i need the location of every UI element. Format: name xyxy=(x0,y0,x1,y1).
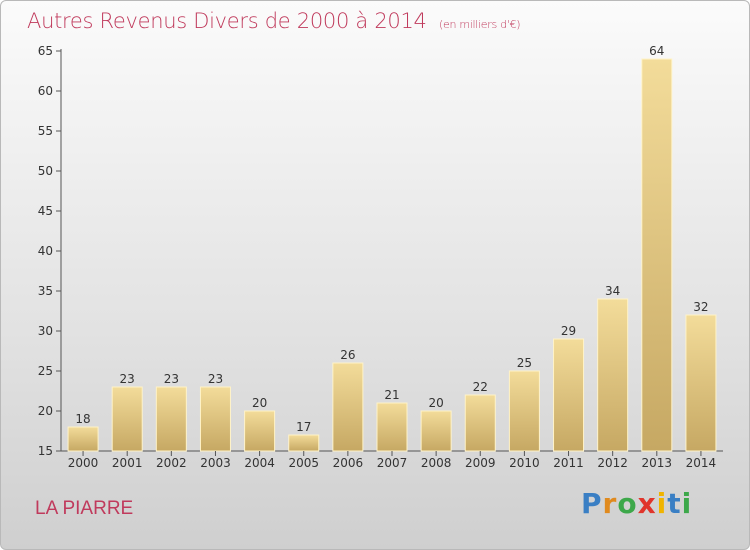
x-tick-label: 2010 xyxy=(509,456,540,470)
bar-value-label: 34 xyxy=(605,284,620,298)
y-tick-label: 60 xyxy=(38,84,53,98)
bar xyxy=(199,386,231,452)
y-tick-label: 20 xyxy=(38,404,53,418)
y-tick-label: 65 xyxy=(38,44,53,58)
location-label: LA PIARRE xyxy=(35,498,134,519)
bar-value-label: 32 xyxy=(693,300,708,314)
brand-letter: P xyxy=(581,487,603,520)
y-tick-label: 35 xyxy=(38,284,53,298)
bar-value-label: 18 xyxy=(75,412,90,426)
bar-value-label: 20 xyxy=(252,396,267,410)
bar xyxy=(155,386,187,452)
bar xyxy=(288,434,320,452)
bar-value-label: 21 xyxy=(384,388,399,402)
brand-letter: o xyxy=(617,487,638,520)
bar xyxy=(111,386,143,452)
bar-value-label: 64 xyxy=(649,44,664,58)
x-tick-label: 2004 xyxy=(244,456,275,470)
y-tick-label: 45 xyxy=(38,204,53,218)
x-tick-label: 2003 xyxy=(200,456,231,470)
bar xyxy=(641,58,673,452)
bar-value-label: 29 xyxy=(561,324,576,338)
bar-value-label: 20 xyxy=(428,396,443,410)
bar-value-label: 23 xyxy=(208,372,223,386)
bar-value-label: 22 xyxy=(473,380,488,394)
x-tick-label: 2012 xyxy=(597,456,628,470)
y-tick-label: 15 xyxy=(38,444,53,458)
bar xyxy=(376,402,408,452)
bar-value-label: 26 xyxy=(340,348,355,362)
bar xyxy=(508,370,540,452)
x-tick-label: 2007 xyxy=(377,456,408,470)
chart-title-text: Autres Revenus Divers de 2000 à 2014 xyxy=(27,9,427,33)
brand-letter: i xyxy=(681,487,693,520)
y-tick-label: 40 xyxy=(38,244,53,258)
y-tick-label: 25 xyxy=(38,364,53,378)
x-tick-label: 2006 xyxy=(333,456,364,470)
x-tick-label: 2013 xyxy=(642,456,673,470)
chart-subtitle: (en milliers d'€) xyxy=(439,18,521,31)
brand-letter: t xyxy=(667,487,682,520)
x-tick-label: 2009 xyxy=(465,456,496,470)
bar xyxy=(420,410,452,452)
bar xyxy=(685,314,717,452)
x-tick-label: 2011 xyxy=(553,456,584,470)
y-tick-label: 50 xyxy=(38,164,53,178)
bar-value-label: 25 xyxy=(517,356,532,370)
brand-letter: r xyxy=(602,487,618,520)
x-tick-label: 2014 xyxy=(686,456,717,470)
bar-value-label: 17 xyxy=(296,420,311,434)
x-tick-label: 2005 xyxy=(288,456,319,470)
x-tick-label: 2001 xyxy=(112,456,143,470)
bar xyxy=(67,426,99,452)
x-tick-label: 2000 xyxy=(68,456,99,470)
bar xyxy=(597,298,629,452)
bar xyxy=(464,394,496,452)
x-tick-label: 2008 xyxy=(421,456,452,470)
proxiti-logo: Proxiti xyxy=(581,487,692,520)
bar-value-label: 23 xyxy=(120,372,135,386)
bar-value-label: 23 xyxy=(164,372,179,386)
bar xyxy=(244,410,276,452)
chart-title: Autres Revenus Divers de 2000 à 2014 (en… xyxy=(27,9,520,33)
y-tick-label: 55 xyxy=(38,124,53,138)
y-tick-label: 30 xyxy=(38,324,53,338)
bar xyxy=(553,338,585,452)
x-tick-label: 2002 xyxy=(156,456,187,470)
brand-letter: i xyxy=(656,487,668,520)
bar xyxy=(332,362,364,452)
brand-letter: x xyxy=(637,487,657,520)
